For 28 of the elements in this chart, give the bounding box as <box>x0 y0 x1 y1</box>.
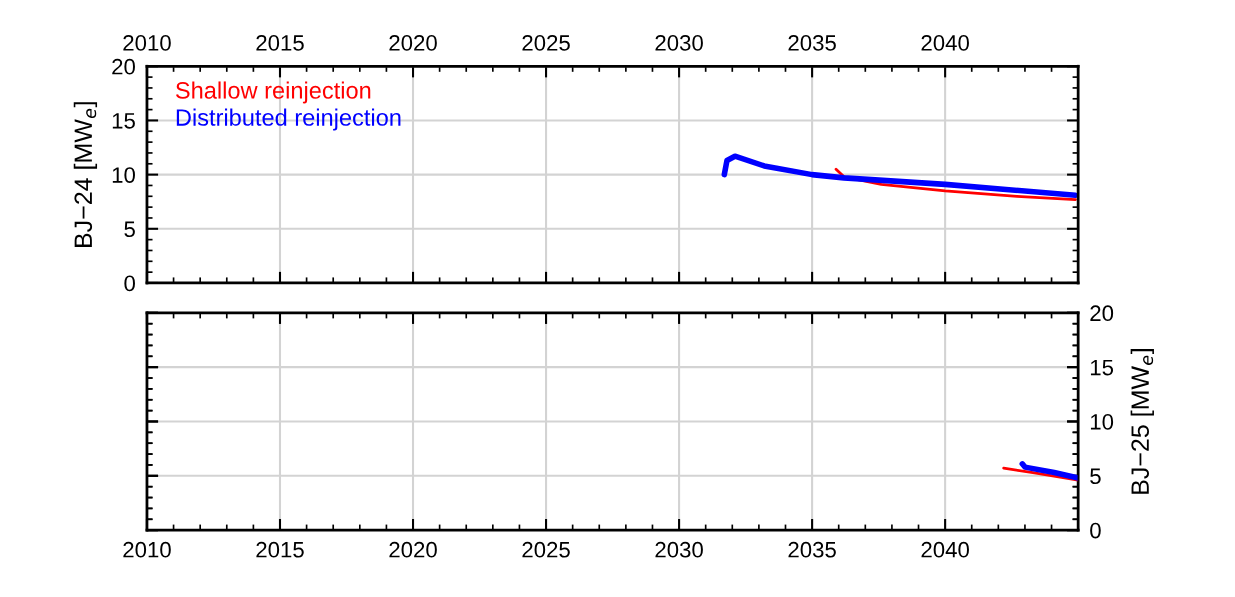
x-tick-label: 2010 <box>123 541 171 558</box>
y2-tick-label: 15 <box>1090 359 1114 376</box>
y-tick-label: 10 <box>112 167 135 183</box>
y-tick-label: 0 <box>124 275 135 292</box>
y2-tick-label: 20 <box>1090 305 1114 322</box>
x-tick-label: 2015 <box>256 35 304 51</box>
x-tick-label: 2020 <box>389 541 437 558</box>
x-tick-label: 2035 <box>788 541 836 558</box>
x-tick-label: 2025 <box>522 541 570 558</box>
y-tick-label: 20 <box>112 58 135 75</box>
y-tick-label: 5 <box>124 221 135 238</box>
x-tick-label: 2010 <box>123 35 171 51</box>
x-tick-label: 2035 <box>788 35 836 51</box>
y2-tick-label: 0 <box>1090 522 1101 539</box>
y-tick-label: 15 <box>112 113 135 129</box>
text: Distributed reinjection <box>176 108 401 131</box>
x-tick-label: 2030 <box>655 541 703 558</box>
y2-tick-label: 5 <box>1090 468 1101 485</box>
y2-axis-title: BJ−25 [MW$_{e}$] <box>1130 349 1154 494</box>
x-tick-label: 2015 <box>256 541 304 558</box>
x-tick-label: 2040 <box>921 35 969 51</box>
x-tick-label: 2020 <box>389 35 437 51</box>
text: Shallow reinjection <box>175 81 371 104</box>
x-tick-label: 2025 <box>522 35 570 51</box>
x-tick-label: 2030 <box>655 35 703 51</box>
x-tick-label: 2040 <box>921 541 969 558</box>
y-axis-title: BJ−24 [MW$_{e}$] <box>73 102 98 247</box>
y2-tick-label: 10 <box>1090 414 1114 430</box>
